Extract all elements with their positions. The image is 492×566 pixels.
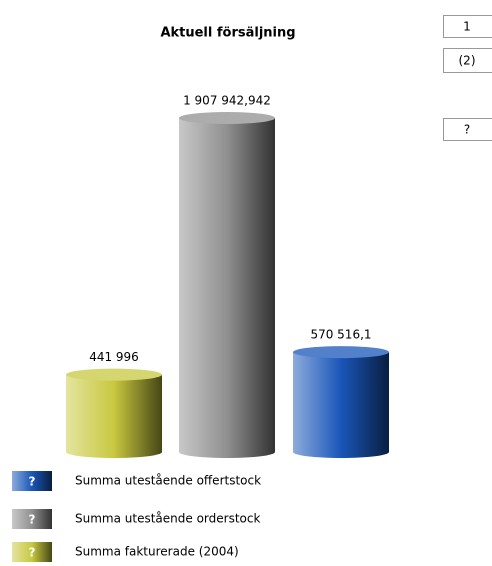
legend-marker: ? [29, 546, 36, 560]
cylinder-body [293, 352, 389, 458]
legend-label: Summa fakturerade (2004) [75, 545, 239, 559]
cylinder-body [66, 374, 162, 458]
button-box [443, 118, 492, 141]
data-label: 441 996 [89, 350, 139, 364]
bar [66, 368, 162, 458]
cylinder-top [179, 112, 275, 124]
cylinder-top [66, 368, 162, 381]
cylinder-top [293, 346, 389, 359]
legend-marker: ? [29, 475, 36, 489]
side-button[interactable]: 1 [443, 15, 492, 38]
side-button[interactable]: ? [443, 118, 492, 141]
data-label: 1 907 942,942 [183, 94, 271, 108]
side-button[interactable]: (2) [443, 48, 492, 73]
cylinder-body [179, 118, 275, 458]
button-label: ? [464, 123, 470, 137]
legend-marker: ? [29, 513, 36, 527]
bar [293, 346, 389, 458]
legend-swatch [12, 542, 52, 562]
button-box [443, 48, 492, 73]
bar [179, 112, 275, 458]
legend-label: Summa utestående offertstock [75, 474, 261, 488]
button-label: (2) [459, 54, 476, 68]
legend-swatch [12, 509, 52, 529]
legend-label: Summa utestående orderstock [75, 512, 260, 526]
button-box [443, 15, 492, 38]
chart-title: Aktuell försäljning [160, 26, 295, 41]
button-label: 1 [463, 20, 471, 34]
legend-swatch [12, 471, 52, 491]
data-label: 570 516,1 [310, 328, 371, 342]
